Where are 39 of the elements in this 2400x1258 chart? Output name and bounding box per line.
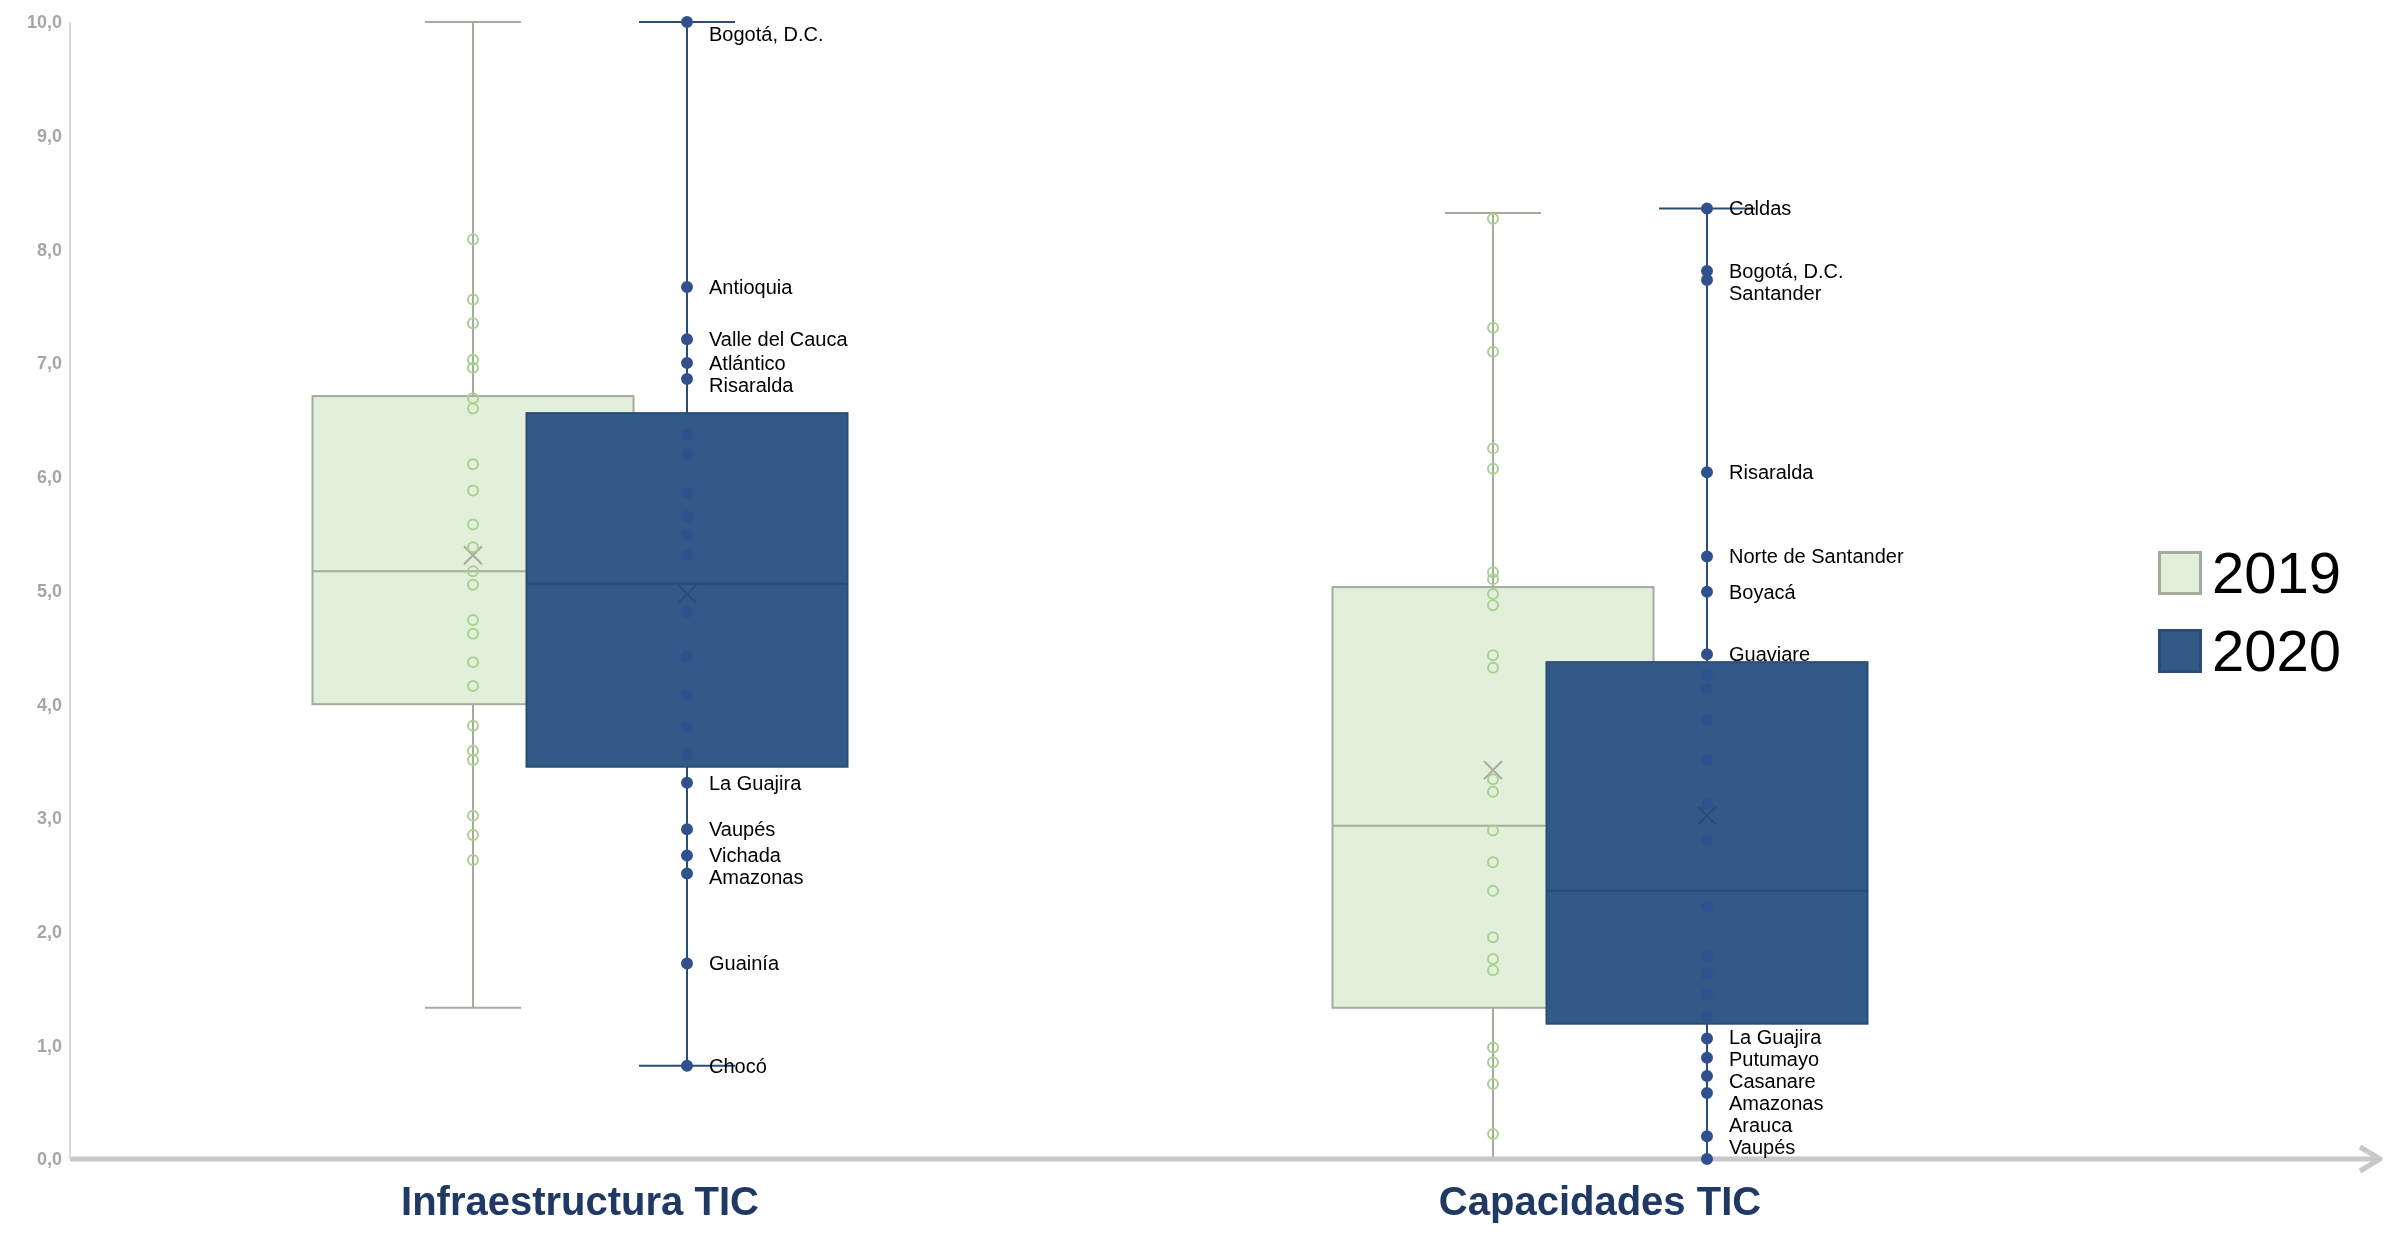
data-label: Caldas <box>1729 197 1792 220</box>
data-label: Amazonas <box>1729 1092 1824 1114</box>
y-tick-label: 8,0 <box>36 239 62 260</box>
data-label: Boyacá <box>1729 580 1797 603</box>
data-label: La Guajira <box>1729 1026 1823 1048</box>
data-label: Atlántico <box>709 352 786 375</box>
y-tick-label: 1,0 <box>36 1035 62 1056</box>
data-label: Casanare <box>1729 1070 1816 1092</box>
y-tick-label: 9,0 <box>36 126 62 147</box>
data-label: Amazonas <box>709 866 804 889</box>
data-label: Antioquia <box>709 275 794 298</box>
data-label: Guaviare <box>1729 643 1811 666</box>
data-label: Santander <box>1729 282 1822 304</box>
x-tick-label: Capacidades TIC <box>1438 1179 1762 1223</box>
data-label: Vaupés <box>1729 1136 1796 1158</box>
y-tick-label: 6,0 <box>36 467 62 488</box>
data-label: Risaralda <box>1729 461 1815 484</box>
data-label: La Guajira <box>709 771 803 794</box>
data-label: Putumayo <box>1729 1048 1820 1070</box>
data-label: Bogotá, D.C. <box>709 23 824 45</box>
data-label: Risaralda <box>709 374 795 397</box>
y-tick-label: 3,0 <box>36 808 62 829</box>
data-label: Norte de Santander <box>1729 545 1904 568</box>
data-label: Guainía <box>709 952 780 975</box>
data-label: Chocó <box>709 1054 767 1077</box>
legend-label: 2019 <box>2212 540 2342 605</box>
x-tick-label: Infraestructura TIC <box>401 1179 759 1223</box>
data-label: Bogotá, D.C. <box>1729 260 1844 282</box>
y-tick-label: 2,0 <box>36 921 62 942</box>
y-tick-label: 0,0 <box>36 1149 62 1170</box>
data-label: Vichada <box>709 844 782 867</box>
y-tick-label: 10,0 <box>26 12 62 33</box>
y-tick-label: 5,0 <box>36 580 62 601</box>
legend-label: 2020 <box>2212 618 2342 683</box>
data-label: Valle del Cauca <box>709 328 849 351</box>
data-label: Vaupés <box>709 818 776 841</box>
y-tick-label: 4,0 <box>36 694 62 715</box>
y-tick-label: 7,0 <box>36 353 62 374</box>
data-label: Arauca <box>1729 1114 1794 1136</box>
